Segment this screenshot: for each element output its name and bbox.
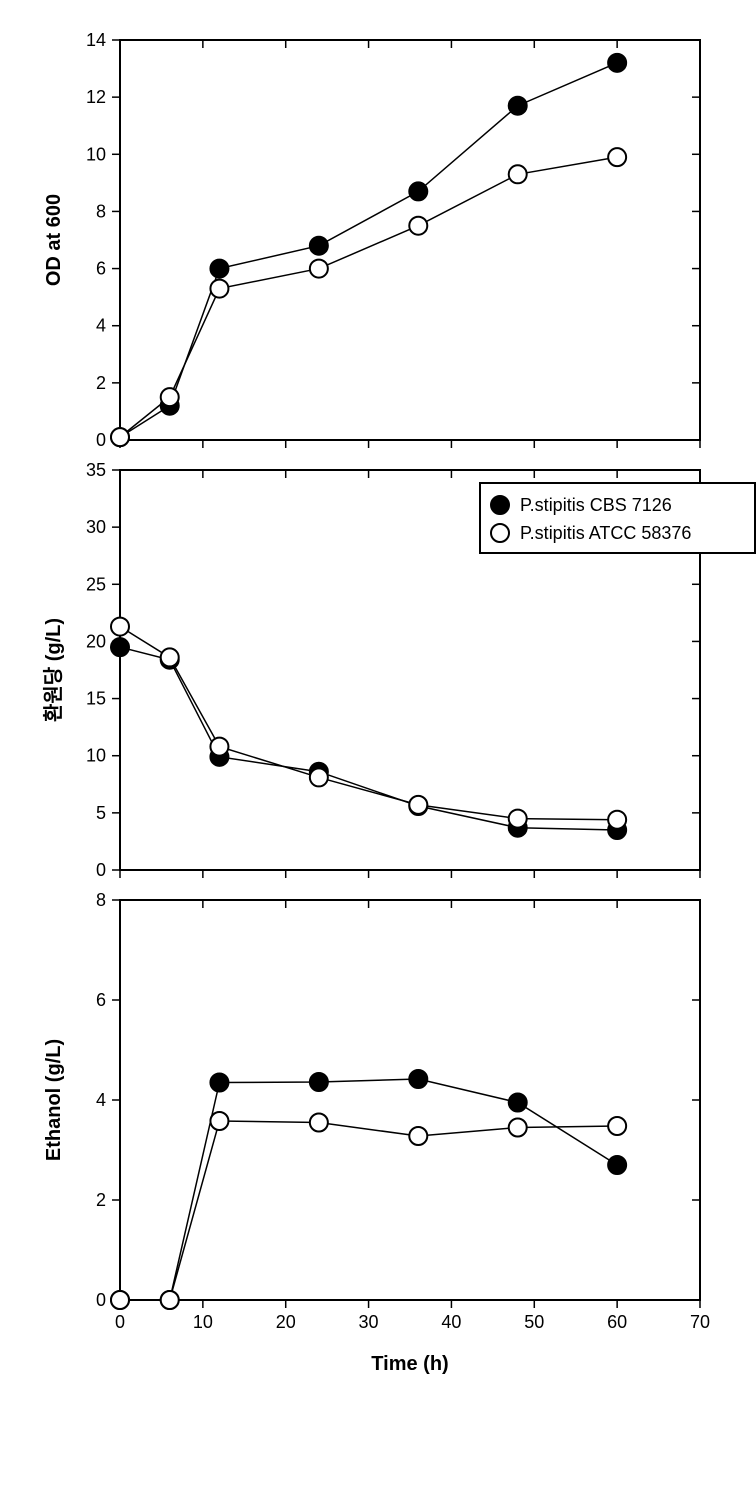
data-marker — [509, 97, 527, 115]
y-axis-label: 환원당 (g/L) — [42, 618, 65, 722]
data-marker — [509, 165, 527, 183]
data-marker — [310, 1073, 328, 1091]
data-marker — [608, 811, 626, 829]
y-tick-label: 0 — [96, 430, 106, 450]
legend-marker — [491, 496, 509, 514]
data-marker — [608, 1117, 626, 1135]
data-marker — [210, 1074, 228, 1092]
y-axis-label: OD at 600 — [43, 194, 65, 286]
y-axis-label: Ethanol (g/L) — [43, 1039, 65, 1161]
data-marker — [161, 648, 179, 666]
data-marker — [409, 796, 427, 814]
series-line — [120, 1079, 617, 1300]
data-marker — [608, 54, 626, 72]
data-marker — [161, 1291, 179, 1309]
data-marker — [161, 388, 179, 406]
data-marker — [210, 260, 228, 278]
data-marker — [310, 768, 328, 786]
y-tick-label: 6 — [96, 990, 106, 1010]
data-marker — [409, 217, 427, 235]
x-tick-label: 30 — [359, 1312, 379, 1332]
x-tick-label: 10 — [193, 1312, 213, 1332]
series-line — [120, 63, 617, 437]
x-tick-label: 0 — [115, 1312, 125, 1332]
y-tick-label: 14 — [86, 30, 106, 50]
y-tick-label: 10 — [86, 746, 106, 766]
data-marker — [608, 1156, 626, 1174]
data-marker — [111, 618, 129, 636]
y-tick-label: 20 — [86, 631, 106, 651]
y-tick-label: 4 — [96, 1090, 106, 1110]
x-tick-label: 20 — [276, 1312, 296, 1332]
y-tick-label: 0 — [96, 1290, 106, 1310]
data-marker — [509, 1119, 527, 1137]
y-tick-label: 12 — [86, 87, 106, 107]
y-tick-label: 5 — [96, 803, 106, 823]
series-line — [120, 627, 617, 820]
y-tick-label: 4 — [96, 316, 106, 336]
data-marker — [111, 1291, 129, 1309]
chart-svg: 02468101214OD at 60005101520253035환원당 (g… — [20, 20, 756, 1420]
data-marker — [111, 638, 129, 656]
y-tick-label: 10 — [86, 144, 106, 164]
y-tick-label: 2 — [96, 373, 106, 393]
data-marker — [210, 280, 228, 298]
x-tick-label: 50 — [524, 1312, 544, 1332]
series-line — [120, 1121, 617, 1300]
y-tick-label: 0 — [96, 860, 106, 880]
y-tick-label: 25 — [86, 574, 106, 594]
data-marker — [310, 1114, 328, 1132]
series-line — [120, 647, 617, 830]
y-tick-label: 6 — [96, 259, 106, 279]
y-tick-label: 8 — [96, 890, 106, 910]
panel-frame — [120, 900, 700, 1300]
x-tick-label: 60 — [607, 1312, 627, 1332]
data-marker — [111, 428, 129, 446]
data-marker — [608, 148, 626, 166]
y-tick-label: 8 — [96, 201, 106, 221]
x-axis-label: Time (h) — [371, 1353, 448, 1375]
x-tick-label: 40 — [441, 1312, 461, 1332]
data-marker — [509, 810, 527, 828]
legend-marker — [491, 524, 509, 542]
y-tick-label: 30 — [86, 517, 106, 537]
data-marker — [409, 1127, 427, 1145]
data-marker — [210, 738, 228, 756]
legend-label: P.stipitis ATCC 58376 — [520, 523, 691, 543]
y-tick-label: 2 — [96, 1190, 106, 1210]
panel-frame — [120, 40, 700, 440]
data-marker — [310, 237, 328, 255]
chart-figure: 02468101214OD at 60005101520253035환원당 (g… — [20, 20, 736, 1420]
data-marker — [509, 1094, 527, 1112]
y-tick-label: 15 — [86, 689, 106, 709]
x-tick-label: 70 — [690, 1312, 710, 1332]
data-marker — [409, 182, 427, 200]
legend-label: P.stipitis CBS 7126 — [520, 495, 672, 515]
y-tick-label: 35 — [86, 460, 106, 480]
series-line — [120, 157, 617, 437]
data-marker — [210, 1112, 228, 1130]
data-marker — [310, 260, 328, 278]
data-marker — [409, 1070, 427, 1088]
